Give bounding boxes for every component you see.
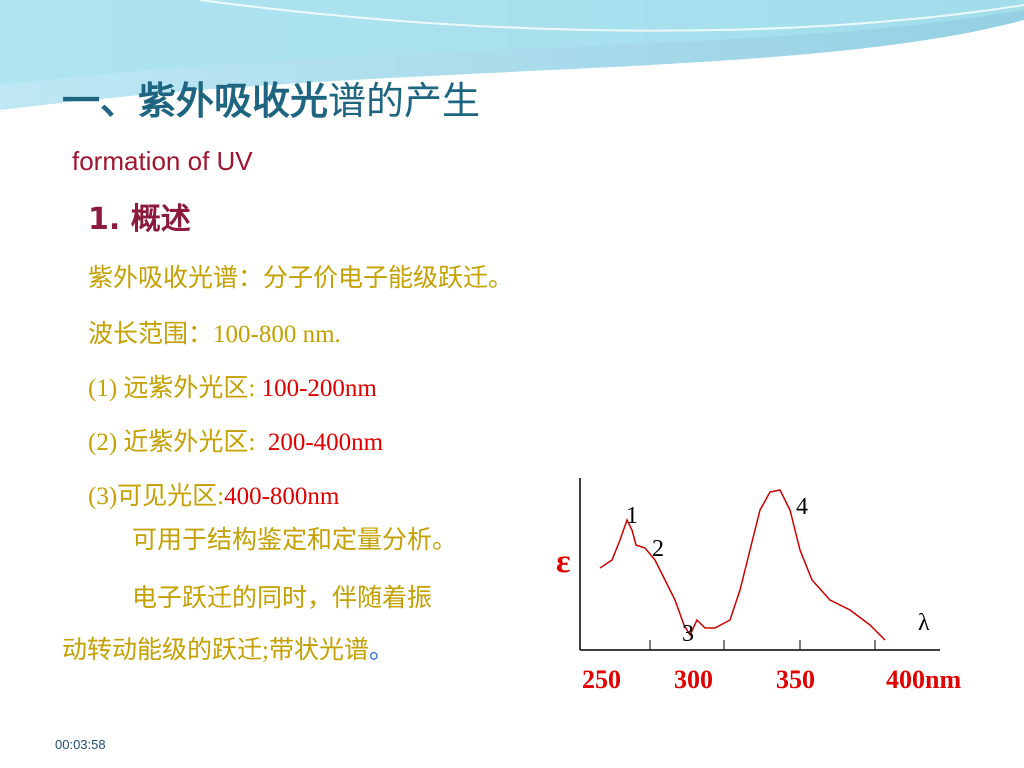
title: 一、紫外吸收光谱的产生 bbox=[62, 70, 480, 125]
text-line: (1) 远紫外光区: 100-200nm bbox=[88, 368, 377, 404]
text-run: 200-400nm bbox=[267, 429, 384, 456]
text-run: (1) 远紫外光区: bbox=[88, 375, 262, 402]
text-run: 。 bbox=[368, 637, 394, 664]
text-run: 波长范围：100-800 nm. bbox=[88, 321, 341, 348]
x-tick-label: 250 bbox=[582, 665, 621, 694]
text-line: (3)可见光区:400-800nm bbox=[88, 476, 339, 512]
x-tick-label: 300 bbox=[674, 665, 713, 694]
x-tick-label: 350 bbox=[776, 665, 815, 694]
title-bold: 一、紫外吸收光 bbox=[62, 79, 329, 123]
spectrum-curve bbox=[599, 489, 886, 641]
text-run: 动转动能级的跃迁;带状光谱 bbox=[62, 637, 369, 664]
text-run: 400-800nm bbox=[224, 483, 340, 510]
peak-label: 3 bbox=[682, 621, 694, 647]
peak-label: 4 bbox=[796, 494, 808, 520]
text-line: (2) 近紫外光区: 200-400nm bbox=[88, 422, 383, 458]
text-run: (3)可见光区: bbox=[88, 483, 225, 510]
x-label: λ bbox=[918, 610, 930, 636]
text-run: 可用于结构鉴定和定量分析。 bbox=[132, 527, 458, 554]
text-line: 电子跃迁的同时，伴随着振 bbox=[132, 578, 432, 614]
ticks bbox=[649, 640, 876, 650]
title-rest: 谱的产生 bbox=[328, 79, 481, 123]
section-heading: 1. 概述 bbox=[88, 202, 191, 237]
text-run: 紫外吸收光谱：分子价电子能级跃迁。 bbox=[88, 265, 514, 292]
text-line: 动转动能级的跃迁;带状光谱。 bbox=[62, 630, 394, 666]
y-label: ε bbox=[556, 543, 571, 580]
peak-label: 1 bbox=[626, 503, 638, 529]
text-run: 电子跃迁的同时，伴随着振 bbox=[132, 585, 433, 612]
text-run: 100-200nm bbox=[261, 375, 377, 402]
x-tick-label: 400nm bbox=[886, 665, 961, 694]
text-line: 波长范围：100-800 nm. bbox=[88, 314, 341, 350]
text-run: (2) 近紫外光区: bbox=[88, 429, 268, 456]
text-line: 可用于结构鉴定和定量分析。 bbox=[132, 520, 457, 556]
subtitle: formation of UV bbox=[72, 146, 253, 176]
timestamp: 00:03:58 bbox=[55, 737, 106, 752]
peak-label: 2 bbox=[652, 536, 664, 562]
text-line: 紫外吸收光谱：分子价电子能级跃迁。 bbox=[88, 258, 513, 294]
